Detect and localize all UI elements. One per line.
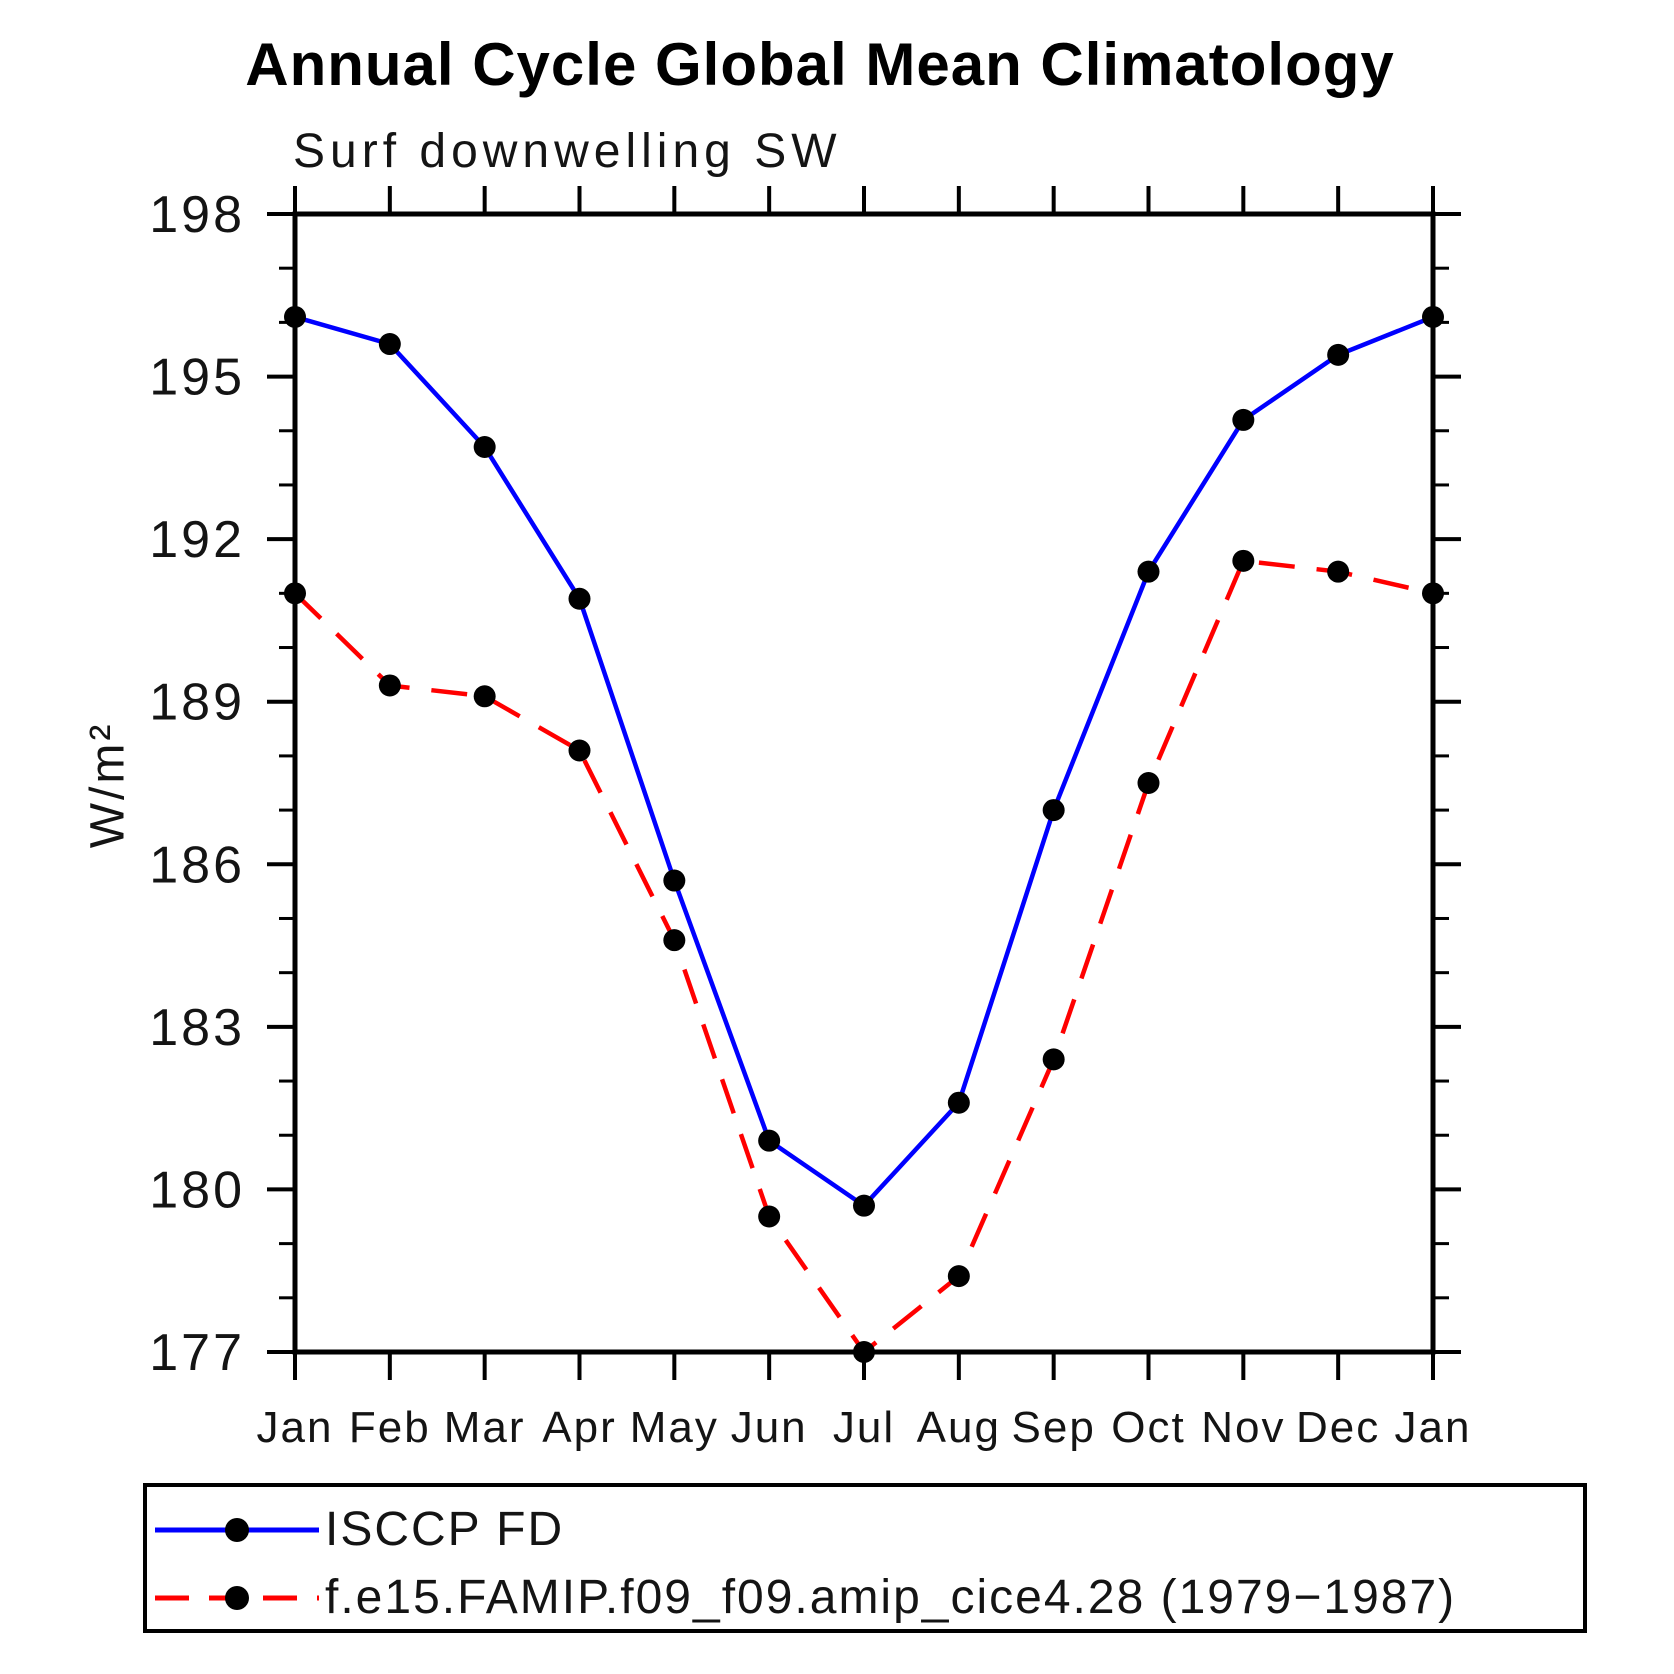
x-axis-tick-label: Jan bbox=[1395, 1403, 1472, 1452]
x-axis-tick-label: Oct bbox=[1111, 1403, 1185, 1452]
data-point-marker bbox=[1232, 549, 1255, 572]
data-point-marker bbox=[1422, 305, 1444, 328]
series-line-0 bbox=[294, 314, 1434, 1209]
data-point-marker bbox=[568, 739, 591, 762]
legend-item-model: f.e15.FAMIP.f09_f09.amip_cice4.28 (1979−… bbox=[151, 1573, 1456, 1623]
legend-line-sample-solid bbox=[155, 1518, 319, 1542]
data-point-marker bbox=[853, 1194, 875, 1217]
data-point-marker bbox=[473, 436, 496, 459]
data-point-marker bbox=[758, 1129, 781, 1152]
plot-frame bbox=[292, 211, 1436, 1355]
data-point-marker bbox=[378, 674, 401, 697]
x-axis-tick-label: Mar bbox=[444, 1403, 526, 1452]
legend: ISCCP FD f.e15.FAMIP.f09_f09.amip_cice4.… bbox=[143, 1483, 1587, 1633]
x-axis-tick-label: Aug bbox=[917, 1403, 1001, 1452]
legend-line-sample-dashed bbox=[155, 1586, 319, 1610]
data-point-marker bbox=[1042, 1048, 1065, 1071]
legend-marker-icon bbox=[225, 1586, 249, 1610]
data-point-marker bbox=[1042, 799, 1065, 822]
data-point-marker bbox=[1137, 772, 1160, 794]
y-axis-tick-label: 192 bbox=[149, 511, 245, 569]
data-point-marker bbox=[568, 587, 591, 610]
data-point-marker bbox=[853, 1341, 875, 1363]
legend-label-isccp-fd: ISCCP FD bbox=[325, 1503, 565, 1556]
data-point-marker bbox=[1232, 408, 1255, 431]
x-axis-tick-label: Jun bbox=[731, 1403, 808, 1452]
x-axis-tick-label: Jan bbox=[257, 1403, 334, 1452]
y-axis-tick-label: 195 bbox=[149, 349, 245, 407]
x-axis-tick-label: Dec bbox=[1296, 1403, 1380, 1452]
data-point-marker bbox=[663, 929, 686, 952]
series-line-1 bbox=[293, 558, 1434, 1356]
data-point-marker bbox=[378, 333, 401, 356]
x-axis-tick-label: May bbox=[630, 1403, 719, 1452]
x-axis-tick-label: Sep bbox=[1012, 1403, 1096, 1452]
y-axis-tick-label: 180 bbox=[149, 1161, 245, 1219]
data-point-marker bbox=[758, 1205, 781, 1228]
y-axis-tick-label: 189 bbox=[149, 674, 245, 732]
data-point-marker bbox=[1422, 582, 1444, 605]
y-axis-tick-label: 183 bbox=[149, 999, 245, 1057]
x-axis-tick-label: Apr bbox=[542, 1403, 616, 1452]
x-axis-tick-label: Nov bbox=[1201, 1403, 1285, 1452]
data-point-marker bbox=[1327, 560, 1350, 583]
y-axis-tick-label: 186 bbox=[149, 836, 245, 894]
legend-label-model: f.e15.FAMIP.f09_f09.amip_cice4.28 (1979−… bbox=[325, 1571, 1457, 1624]
legend-marker-icon bbox=[225, 1518, 249, 1542]
data-point-marker bbox=[947, 1091, 970, 1114]
data-point-marker bbox=[284, 582, 306, 605]
chart-subtitle: Surf downwelling SW bbox=[293, 125, 842, 178]
data-point-marker bbox=[284, 305, 306, 328]
y-axis-tick-label: 177 bbox=[149, 1324, 245, 1382]
data-point-marker bbox=[663, 869, 686, 892]
x-axis-tick-label: Feb bbox=[349, 1403, 431, 1452]
x-axis-tick-label: Jul bbox=[833, 1403, 895, 1452]
data-point-marker bbox=[473, 685, 496, 708]
data-point-marker bbox=[1327, 343, 1350, 366]
legend-item-isccp-fd: ISCCP FD bbox=[151, 1505, 564, 1555]
y-axis-tick-label: 198 bbox=[149, 186, 245, 244]
data-point-marker bbox=[1137, 560, 1160, 583]
chart-title: Annual Cycle Global Mean Climatology bbox=[245, 31, 1395, 98]
data-point-marker bbox=[947, 1265, 970, 1288]
